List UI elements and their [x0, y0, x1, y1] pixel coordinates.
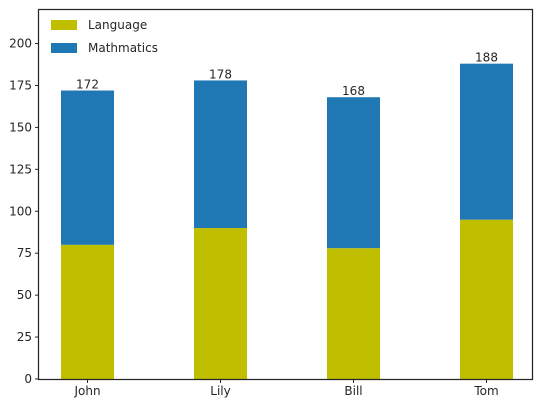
- y-tick-label-75: 75: [17, 246, 32, 260]
- bar-language-tom: [460, 219, 513, 379]
- bar-language-lily: [194, 228, 247, 379]
- y-tick-label-50: 50: [17, 288, 32, 302]
- x-tick-label-bill: Bill: [344, 384, 362, 398]
- bar-language-bill: [327, 248, 380, 379]
- legend-label-language: Language: [88, 18, 147, 32]
- x-tick-label-lily: Lily: [210, 384, 230, 398]
- legend-label-mathmatics: Mathmatics: [88, 41, 158, 55]
- legend: Language Mathmatics: [51, 18, 158, 55]
- total-label-bill: 168: [342, 84, 365, 98]
- y-tick-label-0: 0: [24, 372, 32, 386]
- bar-language-john: [61, 244, 114, 379]
- total-label-john: 172: [76, 78, 99, 92]
- bar-mathmatics-tom: [460, 63, 513, 220]
- legend-swatch-mathmatics: [51, 43, 77, 53]
- y-axis: 0 25 50 75 100 125 150 175 200: [9, 37, 39, 386]
- total-label-lily: 178: [209, 67, 232, 81]
- bar-mathmatics-john: [61, 90, 114, 245]
- legend-swatch-language: [51, 20, 77, 30]
- y-tick-label-200: 200: [9, 37, 32, 51]
- bar-mathmatics-bill: [327, 97, 380, 249]
- x-tick-label-john: John: [73, 384, 100, 398]
- y-tick-label-25: 25: [17, 330, 32, 344]
- bar-mathmatics-lily: [194, 80, 247, 229]
- bars-layer: [61, 63, 513, 379]
- y-tick-label-150: 150: [9, 120, 32, 134]
- y-tick-label-125: 125: [9, 162, 32, 176]
- y-tick-label-175: 175: [9, 78, 32, 92]
- data-labels-layer: 172 178 168 188: [76, 51, 498, 99]
- total-label-tom: 188: [475, 51, 498, 65]
- plot-frame: [37, 8, 534, 381]
- x-tick-label-tom: Tom: [473, 384, 498, 398]
- y-tick-label-100: 100: [9, 204, 32, 218]
- x-axis: John Lily Bill Tom: [73, 379, 499, 398]
